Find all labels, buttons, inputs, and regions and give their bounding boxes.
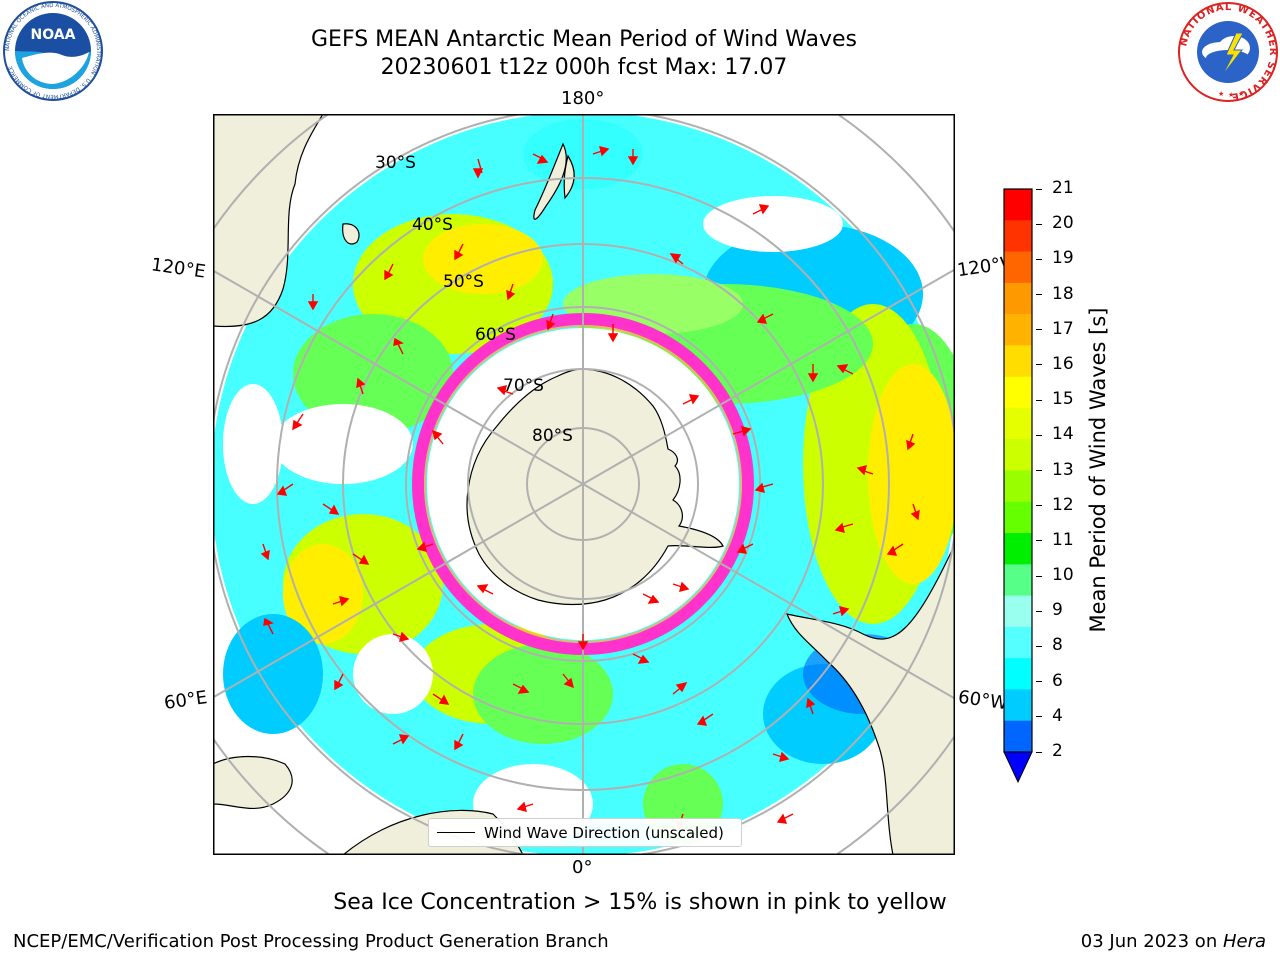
footer-branch: NCEP/EMC/Verification Post Processing Pr… [13, 931, 609, 952]
colorbar-tick-label: 15 [1052, 389, 1074, 410]
colorbar-band [1004, 626, 1032, 659]
colorbar-tick-mark [1036, 329, 1042, 331]
colorbar-tick-label: 16 [1052, 353, 1074, 374]
colorbar-tick-mark [1036, 540, 1042, 542]
colorbar-tick-mark [1036, 575, 1042, 577]
lon-label-60e: 60°E [162, 687, 209, 714]
colorbar [1003, 188, 1033, 784]
colorbar-tick-mark [1036, 751, 1042, 753]
colorbar-band [1004, 470, 1032, 503]
colorbar-band [1004, 533, 1032, 565]
graticule [213, 114, 955, 855]
map-frame [213, 114, 955, 855]
colorbar-tick-mark [1036, 294, 1042, 296]
colorbar-tick-label: 9 [1052, 600, 1063, 621]
colorbar-tick-mark [1036, 223, 1042, 225]
colorbar-band [1004, 501, 1032, 534]
colorbar-band [1004, 595, 1032, 628]
noaa-logo-text: NOAA [31, 27, 76, 43]
colorbar-band [1004, 564, 1032, 597]
colorbar-tick-label: 10 [1052, 565, 1074, 586]
map-legend: Wind Wave Direction (unscaled) [428, 818, 742, 847]
colorbar-tick-mark [1036, 188, 1042, 190]
lat-label-50s: 50°S [443, 272, 484, 292]
colorbar-tick-label: 13 [1052, 459, 1074, 480]
colorbar-band [1004, 439, 1032, 471]
svg-text:★: ★ [1218, 90, 1224, 98]
colorbar-tick-label: 17 [1052, 318, 1074, 339]
colorbar-tick-mark [1036, 505, 1042, 507]
colorbar-band [1004, 345, 1032, 378]
colorbar-tick-mark [1036, 364, 1042, 366]
colorbar-tick-mark [1036, 645, 1042, 647]
legend-label: Wind Wave Direction (unscaled) [484, 823, 724, 842]
colorbar-label: Mean Period of Wind Waves [s] [1086, 307, 1110, 633]
colorbar-tick-mark [1036, 470, 1042, 471]
colorbar-band [1004, 376, 1032, 409]
lat-label-80s: 80°S [532, 426, 573, 446]
colorbar-tick-label: 21 [1052, 178, 1074, 198]
noaa-logo: NATIONAL OCEANIC AND ATMOSPHERIC ADMINIS… [3, 1, 103, 101]
lon-label-0: 0° [572, 857, 593, 878]
chart-subtitle: 20230601 t12z 000h fcst Max: 17.07 [380, 55, 788, 80]
footer-host: Hera [1222, 931, 1266, 952]
colorbar-tick-mark [1036, 716, 1042, 718]
colorbar-band [1004, 407, 1032, 440]
colorbar-tick-label: 11 [1052, 529, 1074, 550]
wind-wave-arrows [260, 146, 920, 831]
colorbar-band [1004, 189, 1032, 221]
map-panel: 30°S 40°S 50°S 60°S 70°S 80°S [213, 114, 955, 855]
colorbar-band [1004, 689, 1032, 722]
colorbar-tick-label: 2 [1052, 741, 1063, 761]
sea-ice-caption: Sea Ice Concentration > 15% is shown in … [333, 890, 947, 915]
legend-line-icon [437, 832, 475, 833]
colorbar-tick-label: 14 [1052, 424, 1074, 445]
colorbar-band [1004, 282, 1032, 315]
colorbar-tick-mark [1036, 434, 1042, 436]
colorbar-tick-mark [1036, 258, 1042, 260]
lat-label-70s: 70°S [503, 376, 544, 396]
colorbar-band [1004, 251, 1032, 284]
lat-label-40s: 40°S [412, 215, 453, 235]
svg-text:★: ★ [1238, 90, 1244, 98]
lon-label-120e: 120°E [149, 254, 207, 283]
colorbar-tick-label: 19 [1052, 248, 1074, 269]
chart-title: GEFS MEAN Antarctic Mean Period of Wind … [311, 27, 857, 52]
colorbar-tick-label: 6 [1052, 670, 1063, 691]
footer-date: 03 Jun 2023 on Hera [1080, 931, 1266, 952]
colorbar-tick-label: 12 [1052, 494, 1074, 515]
colorbar-tick-mark [1036, 681, 1042, 683]
antarctica-land [466, 368, 724, 606]
colorbar-tick-mark [1036, 399, 1042, 401]
lon-label-180: 180° [561, 88, 605, 109]
colorbar-band [1004, 220, 1032, 253]
colorbar-tick-mark [1036, 610, 1042, 612]
colorbar-tick-label: 20 [1052, 213, 1074, 234]
colorbar-band [1004, 720, 1032, 753]
colorbar-tick-label: 18 [1052, 283, 1074, 304]
lat-label-30s: 30°S [375, 153, 416, 173]
nws-logo: NATIONAL WEATHER SERVICE ★ ★ ★ [1178, 2, 1278, 102]
lat-label-60s: 60°S [475, 325, 516, 345]
colorbar-band [1004, 658, 1032, 690]
colorbar-extend-arrow [1003, 751, 1033, 784]
colorbar-tick-label: 4 [1052, 705, 1063, 726]
colorbar-band [1004, 314, 1032, 346]
svg-text:★: ★ [1228, 91, 1234, 99]
colorbar-tick-label: 8 [1052, 635, 1063, 656]
